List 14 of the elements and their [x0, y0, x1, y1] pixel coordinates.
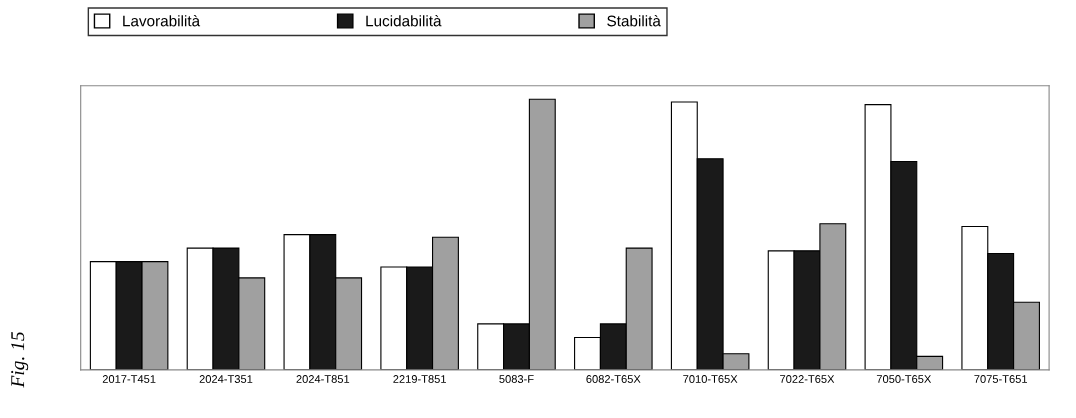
legend-label: Lucidabilità: [366, 14, 442, 27]
x-tick-label: 2017-T451: [102, 375, 156, 383]
x-tick-label: 7050-T65X: [876, 375, 932, 383]
x-tick-label: 2024-T851: [296, 375, 350, 383]
x-tick-label: 2219-T851: [393, 375, 446, 383]
x-tick-label: 5083-F: [499, 375, 534, 383]
x-tick-label: 6082-T65X: [586, 375, 641, 383]
x-tick-label: 7010-T65X: [683, 375, 738, 383]
legend-label: Stabilità: [607, 14, 661, 27]
x-tick-label: 7022-T65X: [780, 375, 835, 383]
legend-label: Lavorabilità: [123, 14, 201, 27]
x-tick-label: 7075-T651: [974, 375, 1028, 383]
x-tick-label: 2024-T351: [199, 375, 253, 383]
caption: Fig. 15: [11, 331, 29, 388]
